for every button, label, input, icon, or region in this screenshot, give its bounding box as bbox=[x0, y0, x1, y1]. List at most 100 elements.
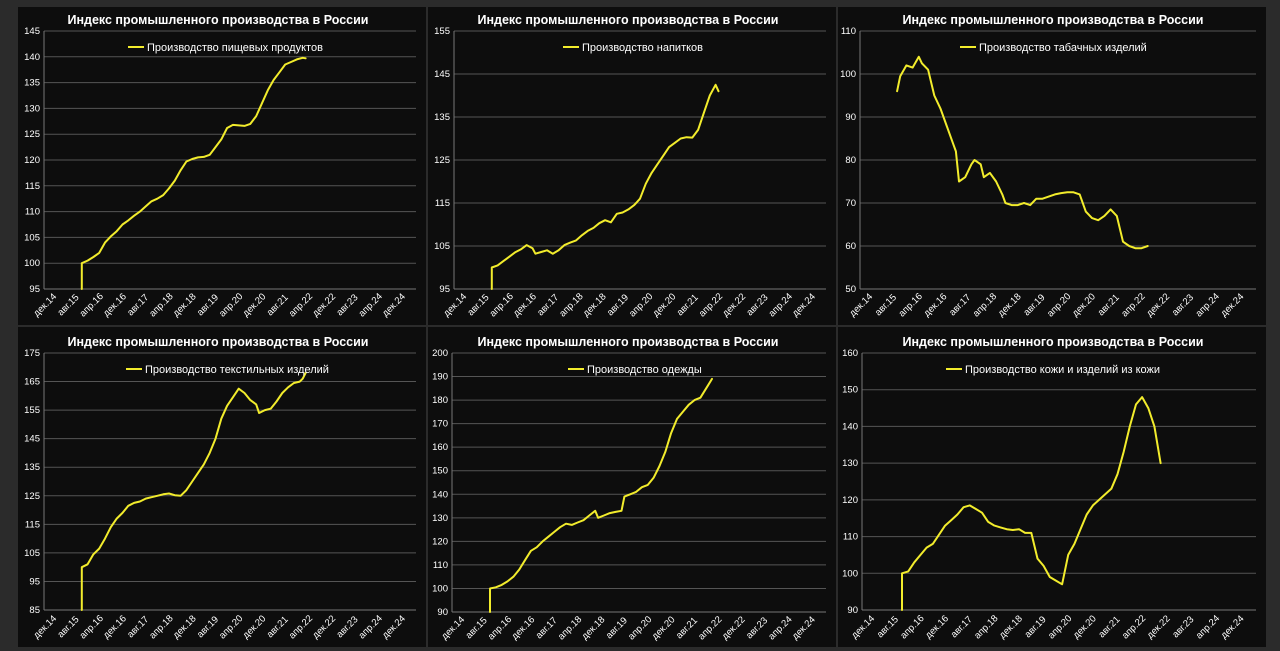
y-tick-label: 150 bbox=[432, 466, 448, 477]
chart-svg-textile: 85 95 105 115 125 135 145 155 165 175 дек.14авг.15… bbox=[24, 335, 416, 641]
x-tick-label: апр.24 bbox=[766, 614, 794, 642]
x-tick-label: апр.18 bbox=[556, 614, 584, 642]
x-tick-label: апр.22 bbox=[287, 613, 315, 641]
y-tick-label: 145 bbox=[24, 434, 40, 445]
chart-title: Индекс промышленного производства в Росс… bbox=[903, 335, 1204, 349]
y-tick-label: 90 bbox=[845, 112, 856, 123]
x-tick-label: апр.22 bbox=[1119, 291, 1147, 319]
x-tick-label: апр.24 bbox=[767, 291, 795, 319]
y-tick-label: 120 bbox=[842, 495, 858, 506]
y-tick-label: 175 bbox=[24, 348, 40, 359]
y-tick-label: 85 bbox=[29, 605, 40, 616]
x-tick-label: дек.16 bbox=[923, 613, 951, 641]
y-tick-label: 110 bbox=[843, 532, 858, 543]
x-tick-label: дек.20 bbox=[241, 613, 269, 641]
x-tick-label: дек.22 bbox=[310, 613, 338, 641]
x-tick-label: апр.16 bbox=[898, 613, 926, 641]
x-tick-label: авг.21 bbox=[265, 614, 291, 640]
y-tick-label: 125 bbox=[24, 491, 40, 502]
y-tick-label: 50 bbox=[845, 284, 856, 295]
x-tick-label: авг.17 bbox=[125, 614, 151, 640]
y-tick-label: 105 bbox=[24, 548, 40, 559]
x-tick-label: апр.18 bbox=[147, 291, 175, 319]
x-tick-label: апр.22 bbox=[287, 291, 315, 319]
x-tick-label: авг.19 bbox=[1023, 614, 1049, 640]
x-tick-label: авг.21 bbox=[675, 292, 701, 318]
y-tick-label: 100 bbox=[432, 583, 448, 594]
x-tick-label: дек.24 bbox=[1219, 613, 1247, 641]
x-tick-label: дек.16 bbox=[101, 613, 129, 641]
x-tick-label: апр.18 bbox=[971, 291, 999, 319]
x-tick-label: апр.20 bbox=[1046, 613, 1074, 641]
y-tick-label: 115 bbox=[25, 519, 40, 530]
chart-svg-clothing: 90 100 110 120 130 140 150 160 170 180 190 200 дек.1… bbox=[432, 335, 826, 642]
series-line bbox=[901, 396, 1162, 611]
y-tick-label: 105 bbox=[434, 241, 450, 252]
x-tick-label: авг.15 bbox=[873, 292, 899, 318]
x-tick-label: авг.19 bbox=[1021, 292, 1047, 318]
x-tick-label: дек.14 bbox=[31, 291, 59, 319]
y-tick-label: 160 bbox=[432, 442, 448, 453]
y-tick-label: 130 bbox=[432, 513, 448, 524]
x-tick-label: дек.22 bbox=[720, 614, 748, 642]
y-tick-label: 125 bbox=[24, 129, 40, 140]
y-tick-label: 105 bbox=[24, 232, 40, 243]
x-tick-label: дек.20 bbox=[1070, 291, 1098, 319]
series-line bbox=[896, 55, 1149, 250]
y-tick-label: 110 bbox=[433, 560, 448, 571]
y-tick-label: 130 bbox=[842, 458, 858, 469]
x-tick-label: дек.20 bbox=[1071, 613, 1099, 641]
x-tick-label: авг.19 bbox=[605, 292, 631, 318]
x-tick-label: апр.18 bbox=[972, 613, 1000, 641]
y-tick-label: 110 bbox=[25, 207, 40, 218]
x-tick-label: апр.24 bbox=[357, 613, 385, 641]
x-tick-label: дек.16 bbox=[922, 291, 950, 319]
x-tick-label: дек.18 bbox=[996, 291, 1024, 319]
y-tick-label: 145 bbox=[434, 69, 450, 80]
x-tick-label: дек.24 bbox=[380, 291, 408, 319]
x-tick-label: апр.16 bbox=[488, 291, 516, 319]
x-tick-label: авг.23 bbox=[334, 614, 360, 640]
x-tick-label: дек.24 bbox=[380, 613, 408, 641]
x-tick-label: апр.20 bbox=[627, 291, 655, 319]
chart-svg-leather: 90100110120130140150160дек.14авг.15апр.1… bbox=[842, 335, 1256, 641]
x-tick-label: дек.14 bbox=[847, 291, 875, 319]
chart-title: Индекс промышленного производства в Росс… bbox=[478, 13, 779, 27]
x-tick-label: дек.18 bbox=[581, 291, 609, 319]
x-tick-label: авг.23 bbox=[1170, 614, 1196, 640]
x-tick-label: авг.21 bbox=[674, 615, 700, 641]
x-tick-label: апр.18 bbox=[147, 613, 175, 641]
x-tick-label: апр.20 bbox=[626, 614, 654, 642]
chart-title: Индекс промышленного производства в Росс… bbox=[68, 335, 369, 349]
y-tick-label: 90 bbox=[437, 607, 448, 618]
y-tick-label: 170 bbox=[432, 419, 448, 430]
x-tick-label: дек.16 bbox=[511, 291, 539, 319]
x-tick-label: апр.24 bbox=[357, 291, 385, 319]
x-tick-label: авг.19 bbox=[195, 614, 221, 640]
chart-title: Индекс промышленного производства в Росс… bbox=[478, 335, 779, 349]
y-tick-label: 120 bbox=[24, 155, 40, 166]
chart-title: Индекс промышленного производства в Росс… bbox=[903, 13, 1204, 27]
x-tick-label: дек.16 bbox=[101, 291, 129, 319]
y-tick-label: 95 bbox=[29, 284, 40, 295]
y-tick-label: 80 bbox=[845, 155, 856, 166]
x-tick-label: апр.16 bbox=[486, 614, 514, 642]
x-tick-label: апр.16 bbox=[897, 291, 925, 319]
y-tick-label: 120 bbox=[432, 536, 448, 547]
y-tick-label: 135 bbox=[434, 112, 450, 123]
legend-label: Производство одежды bbox=[587, 364, 702, 376]
x-tick-label: дек.18 bbox=[171, 613, 199, 641]
x-tick-label: дек.20 bbox=[651, 291, 679, 319]
x-tick-label: авг.15 bbox=[55, 292, 81, 318]
x-tick-label: апр.20 bbox=[217, 291, 245, 319]
x-tick-label: авг.21 bbox=[1096, 292, 1122, 318]
y-tick-label: 190 bbox=[432, 372, 448, 383]
y-tick-label: 200 bbox=[432, 348, 448, 359]
x-tick-label: апр.16 bbox=[78, 291, 106, 319]
x-tick-label: авг.21 bbox=[1096, 614, 1122, 640]
x-tick-label: авг.15 bbox=[55, 614, 81, 640]
x-tick-label: дек.24 bbox=[1219, 291, 1247, 319]
x-tick-label: апр.22 bbox=[697, 291, 725, 319]
y-tick-label: 180 bbox=[432, 395, 448, 406]
x-tick-label: авг.17 bbox=[534, 615, 560, 641]
